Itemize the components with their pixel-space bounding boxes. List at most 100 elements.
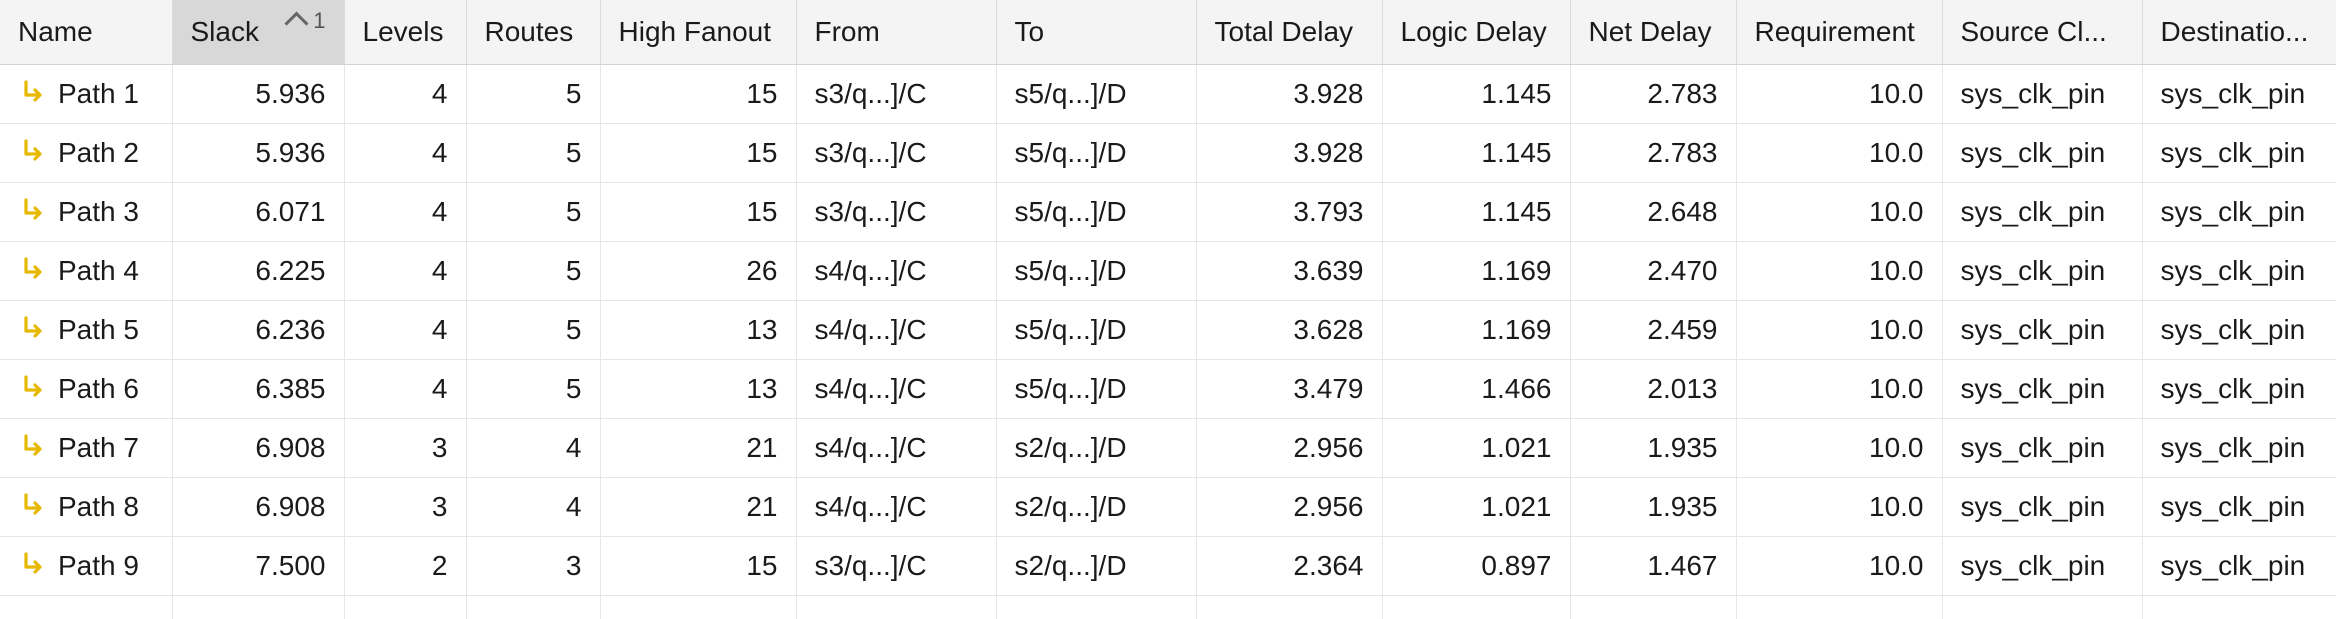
cell-name[interactable]: Path 5: [0, 300, 173, 360]
cell-net-delay: 2.783: [1570, 123, 1737, 183]
cell-name[interactable]: Path 1: [0, 64, 173, 124]
cell-logic-delay: 1.021: [1382, 477, 1571, 537]
cell-from: s3/q...]/C: [796, 123, 997, 183]
cell-from: s3/q...]/C: [796, 182, 997, 242]
cell-levels: 4: [344, 123, 467, 183]
cell-logic-delay: 1.145: [1382, 182, 1571, 242]
empty-cell: [172, 595, 345, 619]
column-header-label: Routes: [484, 15, 574, 47]
cell-high-fanout: 13: [600, 359, 797, 419]
column-header-destination-clock[interactable]: Destinatio...: [2142, 0, 2336, 65]
cell-source-clock: sys_clk_pin: [1942, 64, 2143, 124]
path-arrow-icon: [20, 197, 46, 223]
column-header-net-delay[interactable]: Net Delay: [1570, 0, 1737, 65]
table-row[interactable]: Path 7 6.908 3 4 21 s4/q...]/C s2/q...]/D 2.956…: [0, 418, 2336, 478]
path-name: Path 7: [58, 431, 139, 463]
cell-name[interactable]: Path 7: [0, 418, 173, 478]
column-header-requirement[interactable]: Requirement: [1736, 0, 1943, 65]
cell-destination-clock: sys_clk_pin: [2142, 300, 2336, 360]
column-header-routes[interactable]: Routes: [466, 0, 601, 65]
path-arrow-icon: [20, 315, 46, 341]
cell-name[interactable]: Path 3: [0, 182, 173, 242]
cell-destination-clock: sys_clk_pin: [2142, 64, 2336, 124]
column-header-label: Total Delay: [1214, 15, 1354, 47]
cell-to: s2/q...]/D: [996, 536, 1197, 596]
path-name: Path 2: [58, 136, 139, 168]
cell-name[interactable]: Path 6: [0, 359, 173, 419]
cell-requirement: 10.0: [1736, 241, 1943, 301]
cell-routes: 5: [466, 241, 601, 301]
cell-name[interactable]: Path 8: [0, 477, 173, 537]
cell-to: s5/q...]/D: [996, 64, 1197, 124]
cell-from: s4/q...]/C: [796, 241, 997, 301]
column-header-levels[interactable]: Levels: [344, 0, 467, 65]
cell-source-clock: sys_clk_pin: [1942, 418, 2143, 478]
table-row[interactable]: Path 6 6.385 4 5 13 s4/q...]/C s5/q...]/D 3.479…: [0, 359, 2336, 419]
table-row[interactable]: Path 8 6.908 3 4 21 s4/q...]/C s2/q...]/D 2.956…: [0, 477, 2336, 537]
cell-name[interactable]: Path 2: [0, 123, 173, 183]
cell-requirement: 10.0: [1736, 359, 1943, 419]
cell-high-fanout: 15: [600, 536, 797, 596]
path-arrow-icon: [20, 433, 46, 459]
cell-source-clock: sys_clk_pin: [1942, 241, 2143, 301]
cell-total-delay: 3.628: [1196, 300, 1383, 360]
cell-destination-clock: sys_clk_pin: [2142, 359, 2336, 419]
table-row[interactable]: Path 2 5.936 4 5 15 s3/q...]/C s5/q...]/D 3.928…: [0, 123, 2336, 183]
cell-destination-clock: sys_clk_pin: [2142, 241, 2336, 301]
cell-total-delay: 3.928: [1196, 123, 1383, 183]
cell-slack: 7.500: [172, 536, 345, 596]
cell-logic-delay: 1.021: [1382, 418, 1571, 478]
cell-slack: 6.908: [172, 418, 345, 478]
path-name: Path 1: [58, 77, 139, 109]
column-header-to[interactable]: To: [996, 0, 1197, 65]
column-header-label: Source Cl...: [1960, 15, 2107, 47]
cell-requirement: 10.0: [1736, 477, 1943, 537]
cell-levels: 3: [344, 418, 467, 478]
table-row[interactable]: Path 9 7.500 2 3 15 s3/q...]/C s2/q...]/D 2.364…: [0, 536, 2336, 596]
cell-destination-clock: sys_clk_pin: [2142, 123, 2336, 183]
cell-slack: 6.071: [172, 182, 345, 242]
table-row[interactable]: Path 1 5.936 4 5 15 s3/q...]/C s5/q...]/D 3.928…: [0, 64, 2336, 124]
column-header-source-clock[interactable]: Source Cl...: [1942, 0, 2143, 65]
empty-cell: [1942, 595, 2143, 619]
column-header-label: Levels: [362, 15, 444, 47]
empty-cell: [1736, 595, 1943, 619]
cell-requirement: 10.0: [1736, 182, 1943, 242]
cell-slack: 5.936: [172, 123, 345, 183]
cell-slack: 6.236: [172, 300, 345, 360]
cell-name[interactable]: Path 9: [0, 536, 173, 596]
column-header-total-delay[interactable]: Total Delay: [1196, 0, 1383, 65]
cell-levels: 4: [344, 359, 467, 419]
path-arrow-icon: [20, 256, 46, 282]
cell-from: s4/q...]/C: [796, 477, 997, 537]
cell-logic-delay: 0.897: [1382, 536, 1571, 596]
table-row[interactable]: Path 5 6.236 4 5 13 s4/q...]/C s5/q...]/D 3.628…: [0, 300, 2336, 360]
cell-levels: 4: [344, 64, 467, 124]
column-header-from[interactable]: From: [796, 0, 997, 65]
cell-total-delay: 3.479: [1196, 359, 1383, 419]
cell-total-delay: 2.956: [1196, 477, 1383, 537]
empty-cell: [796, 595, 997, 619]
column-header-slack[interactable]: Slack 1: [172, 0, 345, 65]
cell-routes: 5: [466, 359, 601, 419]
cell-net-delay: 2.459: [1570, 300, 1737, 360]
cell-net-delay: 2.783: [1570, 64, 1737, 124]
path-arrow-icon: [20, 79, 46, 105]
cell-source-clock: sys_clk_pin: [1942, 359, 2143, 419]
column-header-name[interactable]: Name: [0, 0, 173, 65]
empty-row: [0, 595, 2336, 619]
table-row[interactable]: Path 4 6.225 4 5 26 s4/q...]/C s5/q...]/D 3.639…: [0, 241, 2336, 301]
cell-total-delay: 3.928: [1196, 64, 1383, 124]
table-row[interactable]: Path 3 6.071 4 5 15 s3/q...]/C s5/q...]/D 3.793…: [0, 182, 2336, 242]
cell-source-clock: sys_clk_pin: [1942, 182, 2143, 242]
cell-net-delay: 2.013: [1570, 359, 1737, 419]
path-arrow-icon: [20, 551, 46, 577]
cell-name[interactable]: Path 4: [0, 241, 173, 301]
cell-routes: 5: [466, 64, 601, 124]
cell-source-clock: sys_clk_pin: [1942, 477, 2143, 537]
cell-levels: 4: [344, 300, 467, 360]
column-header-high-fanout[interactable]: High Fanout: [600, 0, 797, 65]
empty-cell: [1570, 595, 1737, 619]
column-header-logic-delay[interactable]: Logic Delay: [1382, 0, 1571, 65]
cell-levels: 4: [344, 241, 467, 301]
